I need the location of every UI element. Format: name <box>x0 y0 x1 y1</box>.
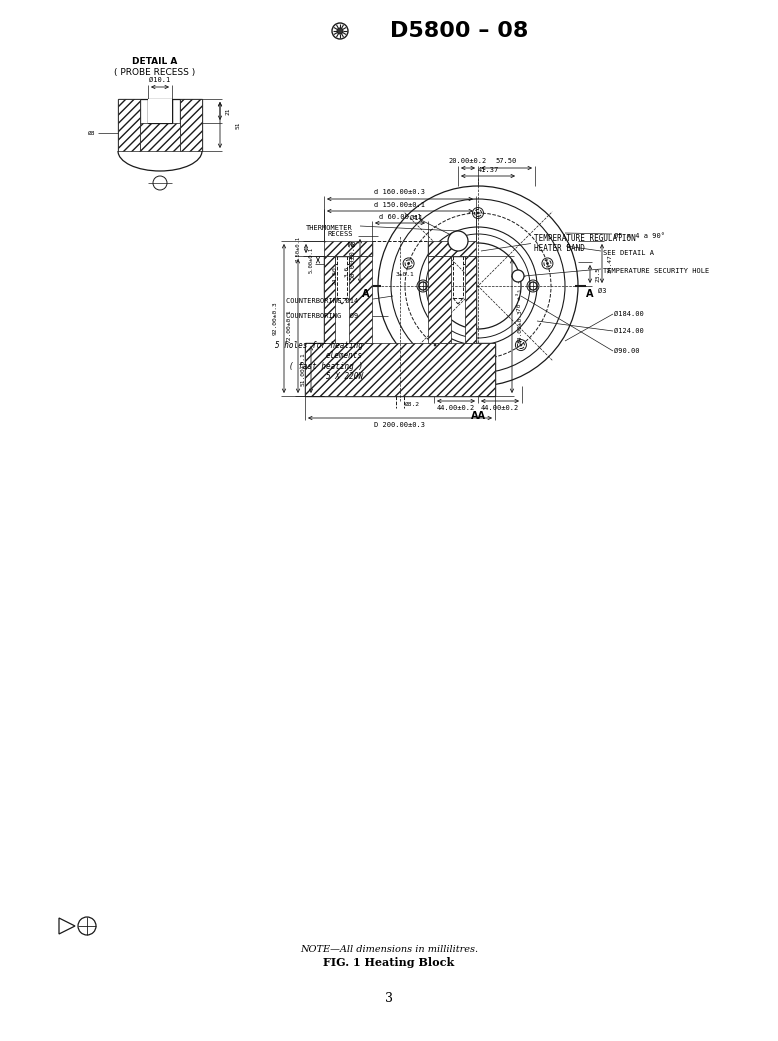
Text: Ø5 x 4 a 90°: Ø5 x 4 a 90° <box>614 233 665 239</box>
Text: THERMOMETER
RECESS: THERMOMETER RECESS <box>307 225 353 237</box>
Text: ( PROBE RECESS ): ( PROBE RECESS ) <box>114 69 195 77</box>
Text: A: A <box>587 289 594 299</box>
Text: 72.00±0.1: 72.00±0.1 <box>286 309 292 342</box>
Polygon shape <box>305 342 495 396</box>
Text: 23.5: 23.5 <box>595 266 601 281</box>
Text: 70 ±³₅: 70 ±³₅ <box>517 288 523 311</box>
Text: d 150.00±0.1: d 150.00±0.1 <box>374 202 426 208</box>
Text: Ø124.00: Ø124.00 <box>614 328 643 334</box>
Text: SEE DETAIL A: SEE DETAIL A <box>603 250 654 256</box>
Circle shape <box>337 28 343 34</box>
Text: 41.37: 41.37 <box>478 167 499 173</box>
Polygon shape <box>428 256 451 342</box>
Text: d 160.00±0.3: d 160.00±0.3 <box>374 189 426 195</box>
Text: Ø10.1: Ø10.1 <box>149 77 170 83</box>
Text: 21: 21 <box>226 107 230 115</box>
Polygon shape <box>180 99 202 151</box>
Text: 3.6: 3.6 <box>345 265 349 277</box>
Polygon shape <box>324 242 372 256</box>
Text: 3: 3 <box>385 992 393 1006</box>
Text: 57.50: 57.50 <box>496 158 517 164</box>
Text: Ø90.00: Ø90.00 <box>614 348 640 354</box>
Text: 84.00±0.3: 84.00±0.3 <box>517 309 523 342</box>
Polygon shape <box>349 256 372 342</box>
Text: DETAIL A: DETAIL A <box>132 56 177 66</box>
Circle shape <box>448 231 468 251</box>
Text: COUNTERBORING Ø14: COUNTERBORING Ø14 <box>286 298 358 304</box>
Text: 24.60: 24.60 <box>332 266 337 285</box>
Text: Ø11: Ø11 <box>410 215 423 221</box>
Text: 44.00±0.2: 44.00±0.2 <box>481 405 519 411</box>
Text: A: A <box>363 289 370 299</box>
Text: D5800 – 08: D5800 – 08 <box>390 21 528 41</box>
Text: d 60.00 ±1: d 60.00 ±1 <box>379 214 421 220</box>
Polygon shape <box>140 123 180 151</box>
Circle shape <box>434 345 436 346</box>
Text: COUNTERBORING  Ø9: COUNTERBORING Ø9 <box>286 313 358 319</box>
Text: Ø3: Ø3 <box>598 288 607 294</box>
Circle shape <box>546 262 548 264</box>
Circle shape <box>512 270 524 282</box>
Text: M8: M8 <box>348 242 356 248</box>
Text: 92.00±0.3: 92.00±0.3 <box>272 302 278 335</box>
Text: TEMPERATURE REGULATION
HEATER BAND: TEMPERATURE REGULATION HEATER BAND <box>534 234 636 253</box>
Text: 51: 51 <box>236 121 240 129</box>
Text: FIG. 1 Heating Block: FIG. 1 Heating Block <box>324 958 454 968</box>
Polygon shape <box>324 256 335 342</box>
Text: 20.00±0.2: 20.00±0.2 <box>449 158 487 164</box>
Text: AA: AA <box>471 411 485 421</box>
Text: D 200.00±0.3: D 200.00±0.3 <box>374 422 426 428</box>
Text: Ø184.00: Ø184.00 <box>614 311 643 318</box>
Text: 51.00±0.1: 51.00±0.1 <box>300 353 306 386</box>
Text: 5.00±0.1: 5.00±0.1 <box>309 247 314 273</box>
Text: 44.00±0.2: 44.00±0.2 <box>437 405 475 411</box>
Text: Ø8.2: Ø8.2 <box>405 402 420 406</box>
Text: 50.00±0.2: 50.00±0.2 <box>349 242 355 280</box>
Polygon shape <box>465 256 476 342</box>
Bar <box>148 99 172 123</box>
Text: 5 holes for heating
elements
( fast heating )
5 X 220W: 5 holes for heating elements ( fast heat… <box>275 340 363 381</box>
Text: NOTE—All dimensions in millilitres.: NOTE—All dimensions in millilitres. <box>300 944 478 954</box>
Text: Ø8: Ø8 <box>87 130 95 135</box>
Circle shape <box>408 262 409 264</box>
Text: TEMPERATURE SECURITY HOLE: TEMPERATURE SECURITY HOLE <box>603 268 710 274</box>
Circle shape <box>520 345 522 346</box>
Text: 3±0.1: 3±0.1 <box>396 272 415 277</box>
Circle shape <box>477 212 479 214</box>
Text: 7.50±0.1: 7.50±0.1 <box>296 235 300 261</box>
Text: 34.47: 34.47 <box>608 255 612 274</box>
Polygon shape <box>118 99 140 151</box>
Polygon shape <box>428 242 476 256</box>
